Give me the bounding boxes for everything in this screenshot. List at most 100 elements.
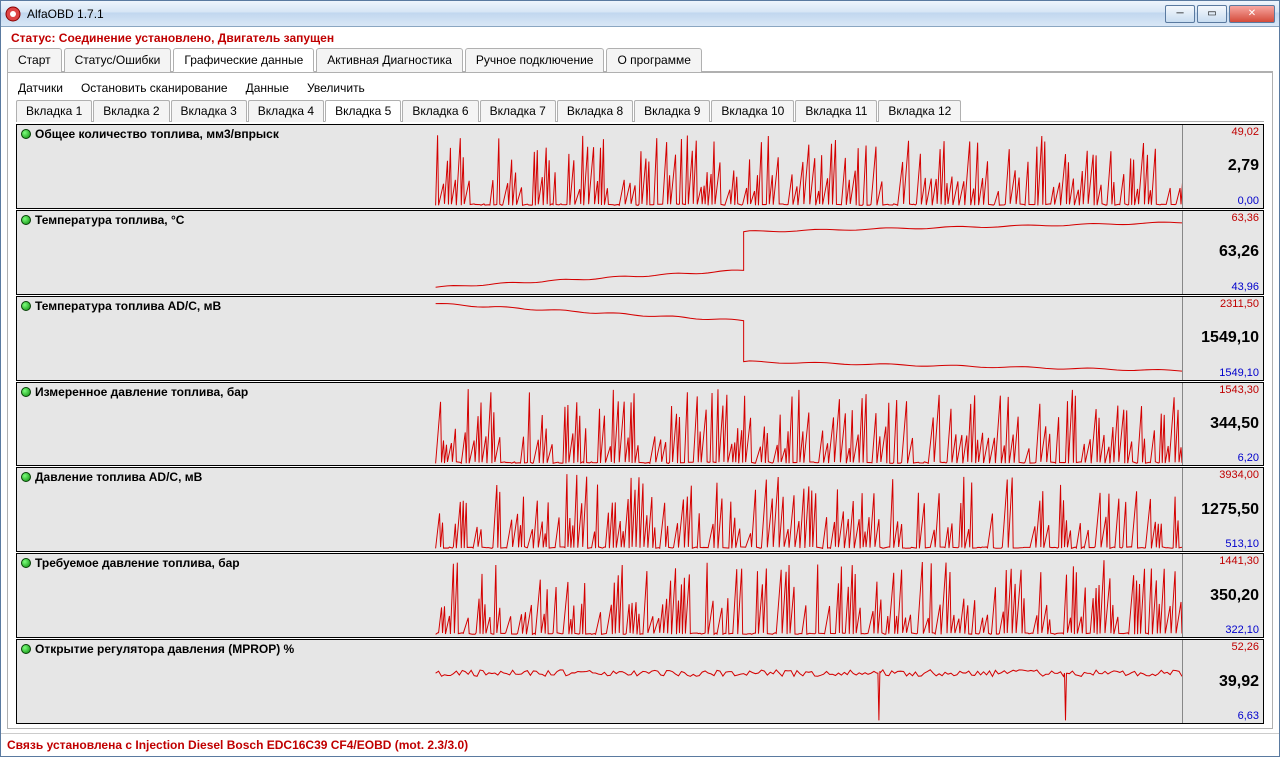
chart-min-5: 322,10 [1187,624,1259,636]
main-tab-5[interactable]: О программе [606,48,701,72]
status-dot-icon [21,301,31,311]
chart-max-4: 3934,00 [1187,469,1259,481]
chart-min-3: 6,20 [1187,452,1259,464]
titlebar: AlfaOBD 1.7.1 ─ ▭ ✕ [1,1,1279,27]
chart-plot-2[interactable]: Температура топлива AD/C, мВ [17,297,1183,380]
charts-container: Общее количество топлива, мм3/впрыск 49,0… [16,124,1264,724]
chart-label-3: Измеренное давление топлива, бар [21,385,248,399]
chart-current-3: 344,50 [1187,415,1259,433]
app-icon [5,6,21,22]
sub-tab-11[interactable]: Вкладка 12 [878,100,961,122]
maximize-button[interactable]: ▭ [1197,5,1227,23]
sub-tab-10[interactable]: Вкладка 11 [795,100,877,122]
chart-row-5: Требуемое давление топлива, бар 1441,30 35… [16,553,1264,638]
chart-current-2: 1549,10 [1187,329,1259,347]
chart-plot-4[interactable]: Давление топлива AD/C, мВ [17,468,1183,551]
chart-label-text-3: Измеренное давление топлива, бар [35,385,248,399]
sub-tab-0[interactable]: Вкладка 1 [16,100,92,122]
status-dot-icon [21,558,31,568]
chart-row-2: Температура топлива AD/C, мВ 2311,50 1549,… [16,296,1264,381]
sub-tab-1[interactable]: Вкладка 2 [93,100,169,122]
chart-max-5: 1441,30 [1187,555,1259,567]
chart-plot-6[interactable]: Открытие регулятора давления (MPROP) % [17,640,1183,723]
minimize-button[interactable]: ─ [1165,5,1195,23]
chart-current-0: 2,79 [1187,157,1259,175]
chart-values-6: 52,26 39,92 6,63 [1183,640,1263,723]
close-button[interactable]: ✕ [1229,5,1275,23]
sub-tabs: Вкладка 1Вкладка 2Вкладка 3Вкладка 4Вкла… [16,99,1264,122]
sub-tab-7[interactable]: Вкладка 8 [557,100,633,122]
chart-row-3: Измеренное давление топлива, бар 1543,30 3… [16,382,1264,467]
chart-label-1: Температура топлива, °C [21,213,184,227]
chart-min-1: 43,96 [1187,281,1259,293]
chart-values-5: 1441,30 350,20 322,10 [1183,554,1263,637]
main-tab-1[interactable]: Статус/Ошибки [64,48,172,72]
main-tab-0[interactable]: Старт [7,48,62,72]
window-buttons: ─ ▭ ✕ [1163,5,1275,23]
main-tab-4[interactable]: Ручное подключение [465,48,605,72]
main-tab-3[interactable]: Активная Диагностика [316,48,463,72]
chart-current-1: 63,26 [1187,243,1259,261]
chart-label-text-2: Температура топлива AD/C, мВ [35,299,221,313]
chart-label-4: Давление топлива AD/C, мВ [21,470,202,484]
chart-label-text-4: Давление топлива AD/C, мВ [35,470,202,484]
menu-item-2[interactable]: Данные [246,81,289,95]
chart-plot-5[interactable]: Требуемое давление топлива, бар [17,554,1183,637]
menu-item-0[interactable]: Датчики [18,81,63,95]
chart-label-text-0: Общее количество топлива, мм3/впрыск [35,127,279,141]
chart-current-5: 350,20 [1187,587,1259,605]
chart-label-2: Температура топлива AD/C, мВ [21,299,221,313]
chart-max-1: 63,36 [1187,212,1259,224]
sub-tab-3[interactable]: Вкладка 4 [248,100,324,122]
chart-row-0: Общее количество топлива, мм3/впрыск 49,0… [16,124,1264,209]
main-tab-2[interactable]: Графические данные [173,48,314,72]
chart-max-3: 1543,30 [1187,384,1259,396]
chart-max-6: 52,26 [1187,641,1259,653]
sub-tab-2[interactable]: Вкладка 3 [171,100,247,122]
chart-values-1: 63,36 63,26 43,96 [1183,211,1263,294]
chart-max-2: 2311,50 [1187,298,1259,310]
window-title: AlfaOBD 1.7.1 [27,7,1163,21]
chart-row-6: Открытие регулятора давления (MPROP) % 52… [16,639,1264,724]
chart-current-4: 1275,50 [1187,501,1259,519]
chart-max-0: 49,02 [1187,126,1259,138]
chart-plot-3[interactable]: Измеренное давление топлива, бар [17,383,1183,466]
status-dot-icon [21,215,31,225]
status-dot-icon [21,129,31,139]
chart-row-4: Давление топлива AD/C, мВ 3934,00 1275,50 5… [16,467,1264,552]
chart-label-6: Открытие регулятора давления (MPROP) % [21,642,294,656]
sub-tab-8[interactable]: Вкладка 9 [634,100,710,122]
chart-plot-1[interactable]: Температура топлива, °C [17,211,1183,294]
chart-label-text-5: Требуемое давление топлива, бар [35,556,240,570]
chart-min-0: 0,00 [1187,195,1259,207]
chart-values-0: 49,02 2,79 0,00 [1183,125,1263,208]
chart-values-2: 2311,50 1549,10 1549,10 [1183,297,1263,380]
sub-tab-9[interactable]: Вкладка 10 [711,100,794,122]
content-area: Статус: Соединение установлено, Двигател… [1,27,1279,756]
chart-label-text-1: Температура топлива, °C [35,213,184,227]
status-dot-icon [21,644,31,654]
menu-item-1[interactable]: Остановить сканирование [81,81,228,95]
chart-values-3: 1543,30 344,50 6,20 [1183,383,1263,466]
chart-current-6: 39,92 [1187,673,1259,691]
chart-min-2: 1549,10 [1187,367,1259,379]
chart-row-1: Температура топлива, °C 63,36 63,26 43,96 [16,210,1264,295]
chart-min-6: 6,63 [1187,710,1259,722]
sub-tab-6[interactable]: Вкладка 7 [480,100,556,122]
chart-label-5: Требуемое давление топлива, бар [21,556,240,570]
connection-status: Статус: Соединение установлено, Двигател… [1,27,1279,47]
chart-label-text-6: Открытие регулятора давления (MPROP) % [35,642,294,656]
status-dot-icon [21,472,31,482]
app-window: AlfaOBD 1.7.1 ─ ▭ ✕ Статус: Соединение у… [0,0,1280,757]
chart-values-4: 3934,00 1275,50 513,10 [1183,468,1263,551]
status-dot-icon [21,387,31,397]
chart-plot-0[interactable]: Общее количество топлива, мм3/впрыск [17,125,1183,208]
main-tabs: СтартСтатус/ОшибкиГрафические данныеАкти… [7,47,1273,72]
chart-label-0: Общее количество топлива, мм3/впрыск [21,127,279,141]
sub-tab-5[interactable]: Вкладка 6 [402,100,478,122]
submenu-bar: Датчики Остановить сканирование Данные Увел… [8,77,1272,99]
menu-item-3[interactable]: Увеличить [307,81,365,95]
chart-min-4: 513,10 [1187,538,1259,550]
footer-status: Связь установлена с Injection Diesel Bos… [1,733,1279,756]
sub-tab-4[interactable]: Вкладка 5 [325,100,401,122]
